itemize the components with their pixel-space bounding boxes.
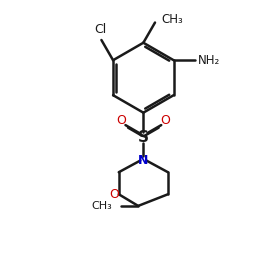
- Text: O: O: [117, 114, 127, 127]
- Text: O: O: [109, 188, 119, 201]
- Text: CH₃: CH₃: [161, 13, 183, 26]
- Text: NH₂: NH₂: [197, 54, 220, 67]
- Text: Cl: Cl: [94, 23, 106, 36]
- Text: S: S: [138, 130, 149, 145]
- Text: N: N: [138, 154, 148, 167]
- Text: O: O: [160, 114, 170, 127]
- Text: CH₃: CH₃: [92, 201, 112, 211]
